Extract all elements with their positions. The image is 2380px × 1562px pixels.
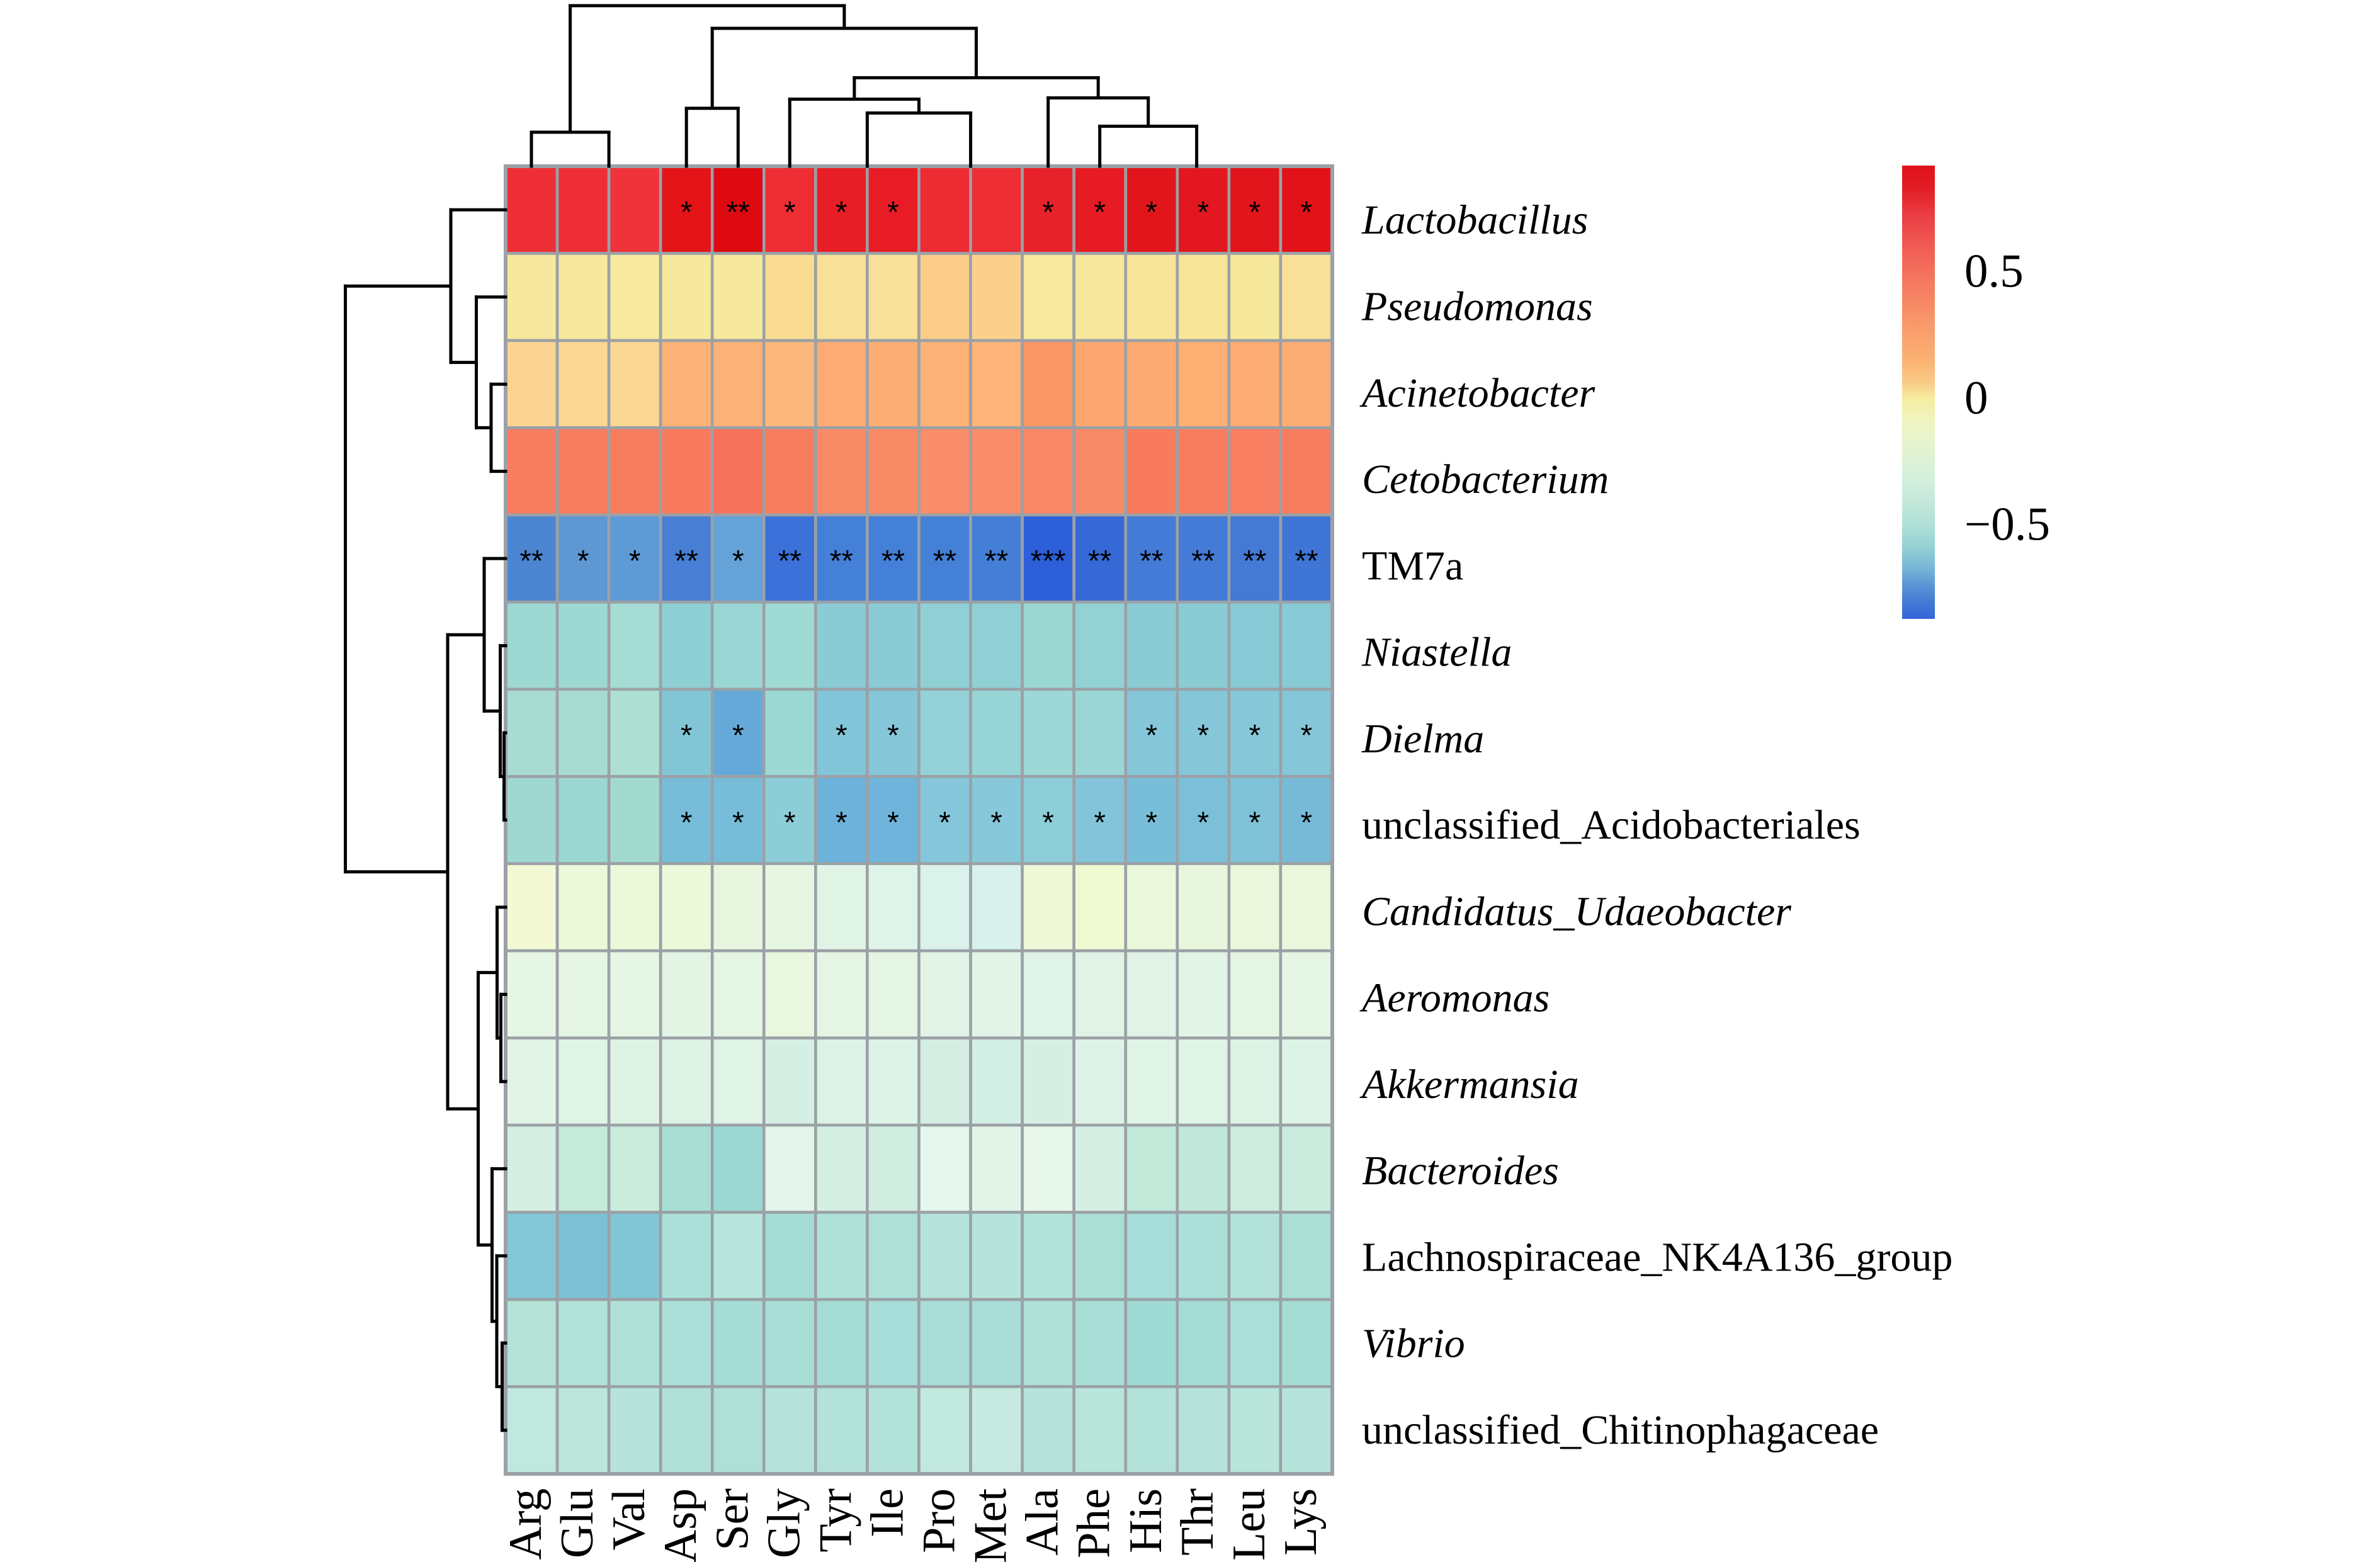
svg-text:Arg: Arg [500, 1488, 552, 1560]
svg-text:Aeromonas: Aeromonas [1359, 975, 1550, 1021]
svg-text:Niastella: Niastella [1361, 630, 1512, 676]
svg-text:Acinetobacter: Acinetobacter [1359, 370, 1595, 416]
svg-text:unclassified_Acidobacteriales: unclassified_Acidobacteriales [1362, 802, 1861, 848]
svg-text:**: ** [1140, 545, 1163, 578]
svg-text:**: ** [675, 545, 698, 578]
svg-text:Glu: Glu [552, 1488, 603, 1558]
svg-text:*: * [1197, 806, 1209, 840]
svg-text:Bacteroides: Bacteroides [1362, 1148, 1559, 1194]
svg-text:**: ** [519, 545, 543, 578]
svg-text:Cetobacterium: Cetobacterium [1362, 456, 1609, 502]
svg-text:*: * [681, 719, 693, 752]
svg-text:*: * [1197, 196, 1209, 229]
svg-text:*: * [887, 719, 899, 752]
svg-text:**: ** [933, 545, 956, 578]
svg-text:Pseudomonas: Pseudomonas [1361, 284, 1593, 330]
svg-text:Dielma: Dielma [1361, 716, 1484, 762]
svg-text:Ile: Ile [862, 1488, 914, 1537]
svg-text:*: * [836, 719, 847, 752]
svg-text:*: * [887, 196, 899, 229]
svg-text:0.5: 0.5 [1964, 246, 2024, 298]
svg-text:*: * [629, 545, 641, 578]
svg-text:Leu: Leu [1223, 1488, 1275, 1561]
svg-text:*: * [1197, 719, 1209, 752]
svg-text:**: ** [985, 545, 1008, 578]
svg-text:**: ** [1295, 545, 1318, 578]
svg-text:Vibrio: Vibrio [1362, 1321, 1465, 1367]
svg-text:*: * [1042, 196, 1054, 229]
svg-text:*: * [887, 806, 899, 840]
svg-text:*: * [1249, 196, 1261, 229]
svg-text:*: * [836, 196, 847, 229]
svg-text:Lactobacillus: Lactobacillus [1361, 197, 1588, 243]
svg-text:TM7a: TM7a [1362, 543, 1463, 589]
svg-text:*: * [732, 806, 744, 840]
svg-text:Phe: Phe [1068, 1488, 1120, 1558]
svg-text:*: * [1145, 719, 1157, 752]
svg-text:**: ** [830, 545, 853, 578]
svg-text:His: His [1120, 1488, 1172, 1553]
svg-text:*: * [1301, 719, 1313, 752]
svg-text:*: * [990, 806, 1002, 840]
svg-text:*: * [1094, 196, 1106, 229]
svg-text:*: * [577, 545, 589, 578]
svg-text:*: * [1094, 806, 1106, 840]
svg-text:*: * [784, 806, 796, 840]
svg-text:*: * [1042, 806, 1054, 840]
svg-text:**: ** [1191, 545, 1215, 578]
svg-text:*: * [732, 545, 744, 578]
svg-text:*: * [784, 196, 796, 229]
svg-text:*: * [939, 806, 951, 840]
svg-text:Ala: Ala [1017, 1488, 1068, 1556]
svg-text:**: ** [727, 196, 750, 229]
svg-text:***: *** [1031, 545, 1066, 578]
svg-text:**: ** [881, 545, 905, 578]
svg-text:0: 0 [1964, 372, 1988, 424]
svg-text:**: ** [778, 545, 802, 578]
svg-text:Candidatus_Udaeobacter: Candidatus_Udaeobacter [1362, 888, 1791, 934]
svg-text:Met: Met [965, 1488, 1017, 1562]
svg-text:Thr: Thr [1172, 1488, 1223, 1556]
svg-text:unclassified_Chitinophagaceae: unclassified_Chitinophagaceae [1362, 1407, 1879, 1453]
svg-text:**: ** [1088, 545, 1111, 578]
svg-text:*: * [1145, 806, 1157, 840]
svg-text:**: ** [1243, 545, 1266, 578]
svg-text:Lachnospiraceae_NK4A136_group: Lachnospiraceae_NK4A136_group [1362, 1234, 1952, 1280]
svg-text:Ser: Ser [706, 1488, 758, 1551]
svg-text:Pro: Pro [914, 1488, 965, 1553]
svg-text:Lys: Lys [1275, 1488, 1327, 1556]
svg-text:*: * [1145, 196, 1157, 229]
svg-text:Gly: Gly [758, 1488, 810, 1558]
svg-text:*: * [1301, 196, 1313, 229]
svg-text:Tyr: Tyr [810, 1488, 861, 1553]
svg-text:*: * [836, 806, 847, 840]
svg-text:Val: Val [603, 1488, 655, 1551]
svg-text:*: * [1249, 806, 1261, 840]
svg-text:−0.5: −0.5 [1964, 499, 2050, 551]
svg-text:Akkermansia: Akkermansia [1359, 1061, 1579, 1107]
svg-text:*: * [732, 719, 744, 752]
svg-text:*: * [1301, 806, 1313, 840]
svg-text:*: * [1249, 719, 1261, 752]
svg-text:*: * [681, 806, 693, 840]
svg-text:Asp: Asp [655, 1488, 706, 1562]
svg-text:*: * [681, 196, 693, 229]
